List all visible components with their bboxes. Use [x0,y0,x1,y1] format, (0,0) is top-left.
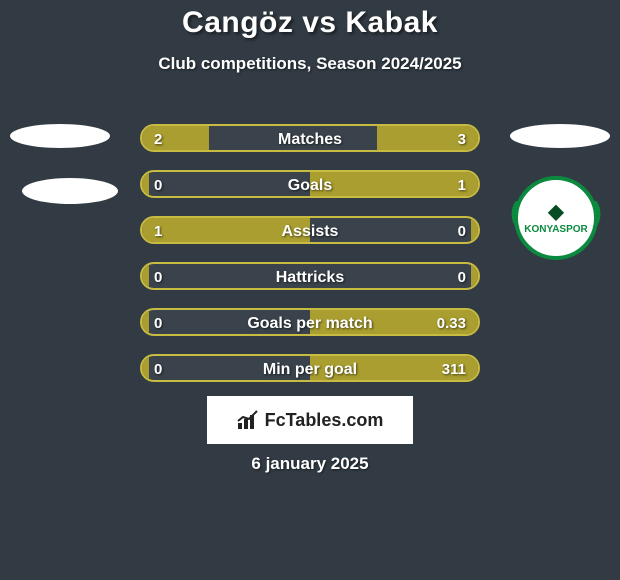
side-ellipse [22,178,118,204]
stat-value-right: 0 [458,218,466,244]
stat-row: Hattricks0 0 [140,262,480,290]
eagle-icon: ◆ [524,202,588,222]
stat-value-left: 0 [154,264,162,290]
brand-text: FcTables.com [265,410,384,431]
stat-value-right: 0 [458,264,466,290]
team-badge: ◆ KONYASPOR [514,176,598,260]
side-ellipse [10,124,110,148]
comparison-card: Cangöz vs Kabak Club competitions, Seaso… [0,0,620,580]
team-badge-label: ◆ KONYASPOR [524,202,588,235]
subtitle: Club competitions, Season 2024/2025 [0,54,620,74]
fill-right [377,126,478,150]
fill-left [142,264,149,288]
fill-right [471,218,478,242]
page-title: Cangöz vs Kabak [0,0,620,40]
fill-left [142,126,209,150]
stat-value-left: 0 [154,172,162,198]
stat-row: Assists10 [140,216,480,244]
date-text: 6 january 2025 [0,454,620,474]
side-ellipse [510,124,610,148]
stat-row: Goals per match00.33 [140,308,480,336]
stat-row: Goals01 [140,170,480,198]
fill-right [471,264,478,288]
fill-left [142,356,149,380]
fill-right [310,356,478,380]
stat-label: Hattricks [142,264,478,290]
stat-value-left: 0 [154,310,162,336]
stat-value-left: 0 [154,356,162,382]
fill-right [310,310,478,334]
brand-chart-icon [237,410,259,430]
stat-row: Min per goal0311 [140,354,480,382]
brand-box: FcTables.com [207,396,413,444]
fill-left [142,172,149,196]
stat-row: Matches23 [140,124,480,152]
fill-left [142,218,310,242]
stat-rows: Matches23Goals01Assists10Hattricks00Goal… [140,124,480,400]
fill-left [142,310,149,334]
fill-right [310,172,478,196]
